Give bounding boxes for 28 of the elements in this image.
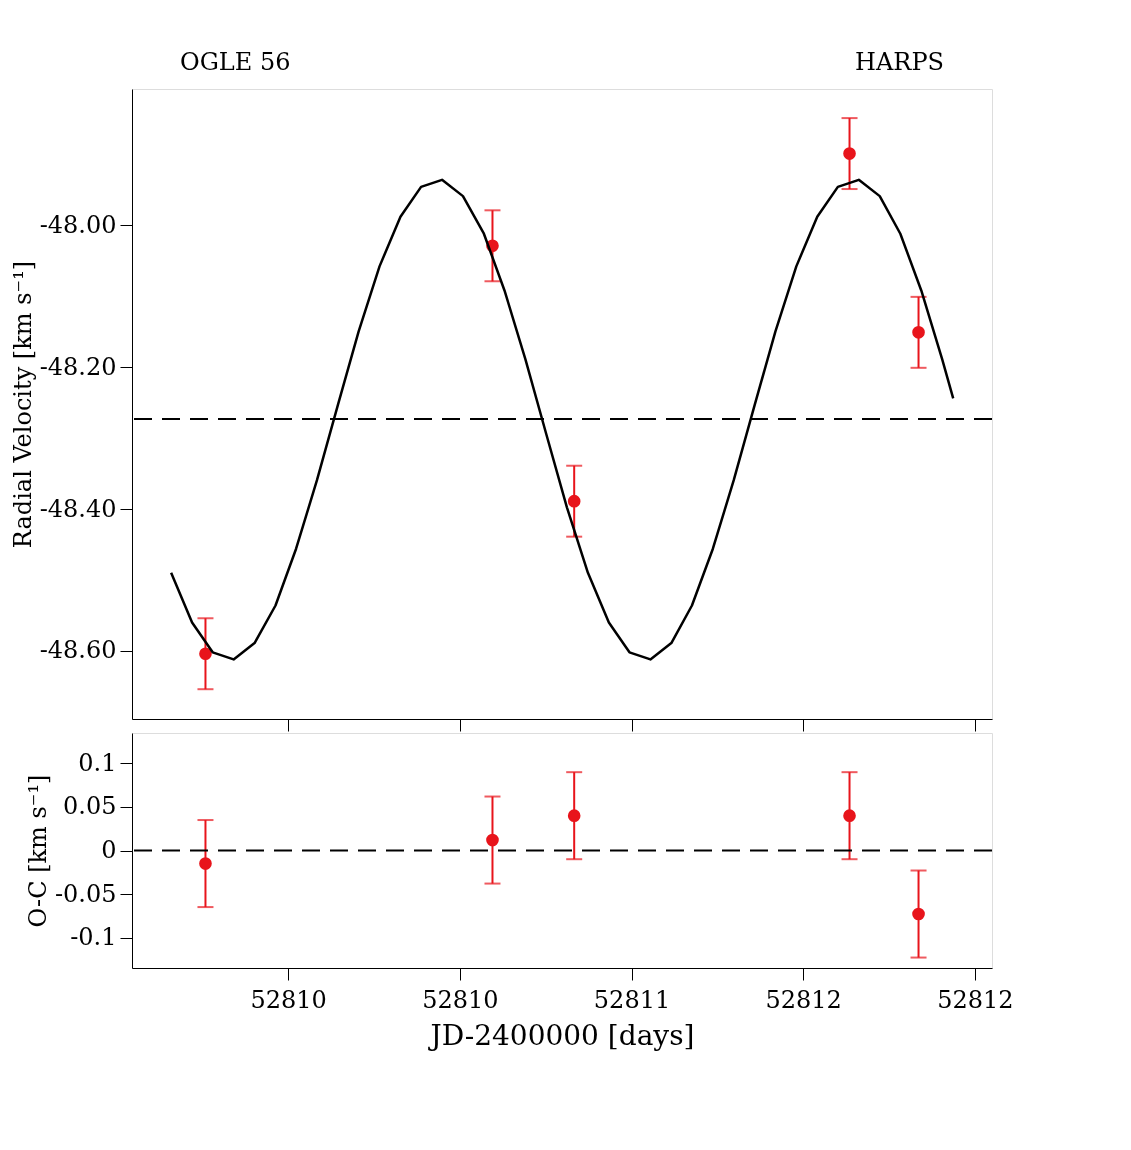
y-tick-label: -48.40 <box>39 494 117 523</box>
point <box>486 833 499 847</box>
y-tick-label: -48.00 <box>39 210 117 239</box>
y-tick-label: -0.05 <box>54 879 117 908</box>
point <box>199 647 212 661</box>
point <box>567 494 581 508</box>
x-tick-label: 52812 <box>765 985 842 1014</box>
y-axis-title: Radial Velocity [km s⁻¹] <box>8 260 37 549</box>
point <box>912 326 925 339</box>
point <box>567 809 581 822</box>
text: OGLE 56 <box>180 48 291 76</box>
text: HARPS <box>855 48 944 76</box>
x-tick-label: 52811 <box>593 985 671 1014</box>
x-axis-title: JD-2400000 [days] <box>427 1018 695 1052</box>
x-tick-label: 52812 <box>937 985 1014 1014</box>
y-tick-label: -48.20 <box>39 352 117 381</box>
y-axis-title: O-C [km s⁻¹] <box>23 774 52 928</box>
point <box>912 907 925 921</box>
y-tick-label: -0.1 <box>70 923 117 952</box>
point <box>199 857 212 870</box>
y-tick-label: 0.1 <box>78 748 117 777</box>
x-tick-label: 52810 <box>250 985 327 1014</box>
y-tick-label: 0.05 <box>63 792 117 821</box>
x-tick-label: 52810 <box>422 985 499 1014</box>
y-tick-label: -48.60 <box>39 636 117 665</box>
point <box>843 809 856 822</box>
y-tick-label: 0 <box>101 836 117 864</box>
point <box>843 147 856 160</box>
